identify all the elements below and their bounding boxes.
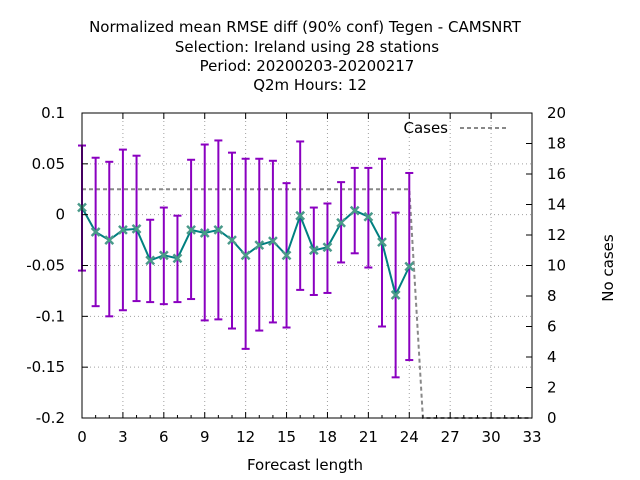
data-point: [227, 235, 237, 245]
data-point: [213, 225, 224, 235]
data-point: [118, 225, 128, 235]
x-tick-label: 0: [77, 428, 87, 446]
data-point: [240, 250, 251, 261]
x-tick-label: 21: [359, 428, 378, 446]
x-axis-label: Forecast length: [247, 456, 363, 474]
data-point: [404, 261, 415, 272]
y2-tick-label: 6: [547, 318, 557, 336]
y2-tick-label: 0: [547, 409, 557, 427]
x-axis-ticks: 0 3 6 9 12 15 18 21 24 27 30 33: [77, 113, 542, 446]
y2-tick-label: 16: [547, 165, 566, 183]
data-point: [90, 227, 101, 237]
error-bars: [78, 139, 414, 379]
x-tick-label: 9: [200, 428, 210, 446]
y2-tick-label: 10: [547, 257, 566, 275]
data-point: [322, 242, 333, 253]
title-line-1: Normalized mean RMSE diff (90% conf) Teg…: [89, 18, 522, 36]
data-point: [281, 250, 292, 261]
y-tick-label: 0.05: [32, 155, 65, 173]
y2-axis-ticks: 0 2 4 6 8 10 12 14 16 18 20: [526, 104, 566, 427]
title-line-4: Q2m Hours: 12: [253, 76, 367, 94]
x-tick-label: 3: [118, 428, 128, 446]
y2-tick-label: 2: [547, 379, 557, 397]
y-tick-label: -0.15: [26, 358, 65, 376]
y-tick-label: -0.05: [26, 257, 65, 275]
x-tick-label: 15: [277, 428, 296, 446]
data-point: [336, 217, 346, 228]
data-point: [145, 255, 156, 266]
data-point: [199, 228, 210, 238]
y-axis-ticks: -0.2 -0.15 -0.1 -0.05 0 0.05 0.1: [26, 104, 88, 427]
y-tick-label: -0.1: [36, 307, 65, 325]
data-point: [363, 211, 374, 222]
y2-tick-label: 4: [547, 348, 557, 366]
data-point: [104, 235, 115, 245]
mean-series: [77, 202, 415, 300]
title-line-3: Period: 20200203-20200217: [200, 57, 415, 75]
x-tick-label: 6: [159, 428, 169, 446]
x-tick-label: 30: [482, 428, 501, 446]
x-tick-label: 24: [400, 428, 419, 446]
data-point: [308, 245, 319, 256]
data-point: [186, 225, 196, 235]
y2-tick-label: 8: [547, 287, 557, 305]
data-point: [172, 253, 183, 264]
y-tick-label: 0: [55, 206, 65, 224]
data-point: [349, 205, 360, 216]
y2-tick-label: 14: [547, 196, 566, 214]
legend-label-cases: Cases: [403, 119, 448, 137]
title-line-2: Selection: Ireland using 28 stations: [175, 38, 439, 56]
y2-axis-label: No cases: [599, 234, 617, 302]
data-point: [390, 290, 401, 300]
data-point: [268, 236, 278, 246]
data-point: [254, 240, 265, 251]
y-tick-label: 0.1: [41, 104, 65, 122]
legend: Cases: [403, 119, 506, 137]
data-point: [295, 210, 306, 221]
y2-tick-label: 18: [547, 135, 566, 153]
chart-title: Normalized mean RMSE diff (90% conf) Teg…: [89, 18, 522, 94]
y2-tick-label: 12: [547, 226, 566, 244]
y2-tick-label: 20: [547, 104, 566, 122]
x-tick-label: 18: [318, 428, 337, 446]
x-tick-label: 33: [522, 428, 541, 446]
x-tick-label: 12: [236, 428, 255, 446]
x-tick-label: 27: [441, 428, 460, 446]
data-point: [131, 224, 142, 234]
data-point: [158, 250, 169, 261]
y-tick-label: -0.2: [36, 409, 65, 427]
data-point: [377, 237, 387, 248]
